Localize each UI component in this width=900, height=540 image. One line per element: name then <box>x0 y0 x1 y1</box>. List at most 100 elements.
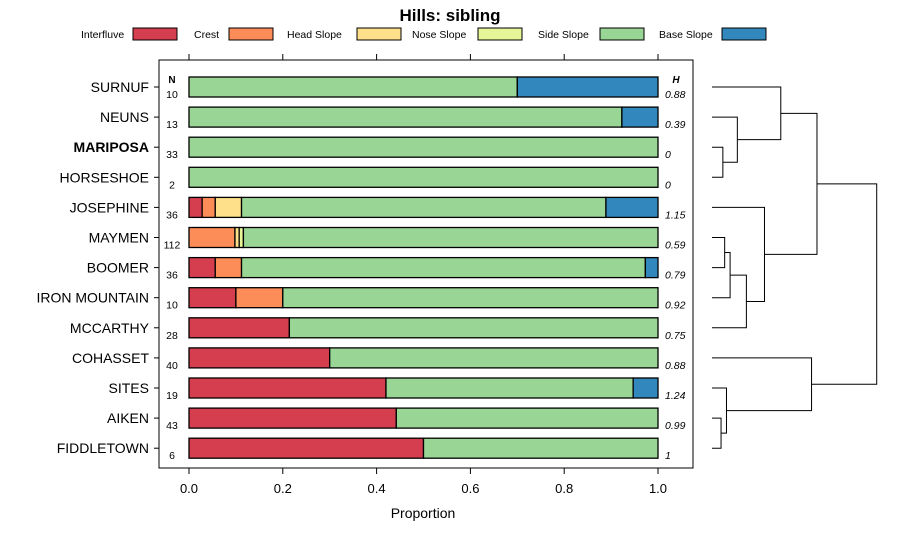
bar-josephine-crest <box>201 196 216 219</box>
dendrogram-link-7 <box>712 274 747 329</box>
bar-mccarthy-side-slope <box>288 317 659 339</box>
category-label-aiken: AIKEN <box>107 410 149 426</box>
n-value-boomer: 36 <box>166 270 178 282</box>
dendrogram-link-4 <box>712 387 727 434</box>
category-label-maymen: MAYMEN <box>89 230 149 246</box>
bar-iron-mountain-side-slope <box>282 287 659 309</box>
bar-josephine-side-slope <box>240 196 607 219</box>
bar-neuns-side-slope <box>188 106 623 128</box>
bar-surnuf-base-slope <box>516 76 659 98</box>
dendrogram-link-2 <box>712 237 726 269</box>
category-label-fiddletown: FIDDLETOWN <box>57 440 149 456</box>
n-value-mccarthy: 28 <box>166 330 178 342</box>
x-tick-label-1: 0.2 <box>274 481 292 496</box>
category-label-sites: SITES <box>109 380 149 396</box>
h-value-aiken: 0.99 <box>665 420 686 432</box>
dendrogram-link-11 <box>764 112 818 255</box>
x-tick-label-0: 0.0 <box>180 481 198 496</box>
bar-horseshoe-side-slope <box>188 166 659 188</box>
legend: Interfluve Crest Head Slope Nose Slope Side … <box>81 27 767 41</box>
dendrogram <box>712 86 878 449</box>
bar-sites-side-slope <box>385 377 634 399</box>
n-value-cohasset: 40 <box>166 360 178 372</box>
x-tick-label-2: 0.4 <box>368 481 386 496</box>
x-axis-label: Proportion <box>391 505 456 521</box>
category-label-boomer: BOOMER <box>87 260 149 276</box>
h-value-iron-mountain: 0.92 <box>665 300 686 312</box>
n-value-maymen: 112 <box>164 240 181 252</box>
chart-title: Hills: sibling <box>399 6 500 25</box>
bar-fiddletown-side-slope <box>422 437 659 459</box>
n-value-fiddletown: 6 <box>169 450 175 462</box>
dendrogram-link-8 <box>712 206 765 302</box>
n-value-surnuf: 10 <box>166 89 178 101</box>
n-value-sites: 19 <box>166 390 178 402</box>
n-value-aiken: 43 <box>166 420 178 432</box>
h-column-header: H <box>672 75 680 86</box>
category-label-cohasset: COHASSET <box>72 350 149 366</box>
bar-mccarthy-interfluve <box>188 317 291 339</box>
legend-label-side-slope: Side Slope <box>538 29 589 41</box>
bar-fiddletown-interfluve <box>188 437 425 459</box>
bar-boomer-interfluve <box>188 256 216 279</box>
h-value-neuns: 0.39 <box>665 119 686 131</box>
dendrogram-link-1 <box>712 146 724 178</box>
category-label-horseshoe: HORSESHOE <box>60 169 149 185</box>
x-tick-label-3: 0.6 <box>461 481 479 496</box>
x-tick-label-4: 0.8 <box>555 481 573 496</box>
legend-label-base-slope: Base Slope <box>659 29 713 41</box>
legend-label-crest: Crest <box>194 29 219 41</box>
h-value-fiddletown: 1 <box>665 450 671 462</box>
bar-surnuf-side-slope <box>188 76 518 98</box>
category-label-josephine: JOSEPHINE <box>70 199 149 215</box>
category-label-neuns: NEUNS <box>100 109 149 125</box>
category-label-iron-mountain: IRON MOUNTAIN <box>36 290 149 306</box>
category-label-mariposa: MARIPOSA <box>74 139 149 155</box>
bar-aiken-side-slope <box>395 407 659 429</box>
x-tick-label-5: 1.0 <box>649 481 667 496</box>
dendrogram-link-12 <box>811 183 878 385</box>
h-value-sites: 1.24 <box>665 390 686 402</box>
bar-neuns-base-slope <box>621 106 659 128</box>
h-value-josephine: 1.15 <box>665 209 686 221</box>
n-value-iron-mountain: 10 <box>166 300 178 312</box>
dendrogram-link-9 <box>712 86 782 141</box>
bar-maymen-crest <box>188 226 236 249</box>
bar-iron-mountain-interfluve <box>188 287 237 309</box>
bar-boomer-base-slope <box>644 256 659 279</box>
n-column-header: N <box>168 75 175 86</box>
bar-boomer-side-slope <box>240 256 646 279</box>
legend-swatch-crest <box>228 27 274 41</box>
bar-josephine-interfluve <box>188 196 203 219</box>
bar-maymen-side-slope <box>242 226 659 249</box>
bar-sites-interfluve <box>188 377 387 399</box>
h-value-mccarthy: 0.75 <box>665 330 686 342</box>
h-value-boomer: 0.79 <box>665 270 686 282</box>
h-value-mariposa: 0 <box>665 149 671 161</box>
legend-swatch-nose-slope <box>477 27 523 41</box>
legend-label-head-slope: Head Slope <box>287 29 342 41</box>
n-value-josephine: 36 <box>166 209 178 221</box>
legend-swatch-head-slope <box>356 27 402 41</box>
legend-swatch-side-slope <box>599 27 645 41</box>
h-value-surnuf: 0.88 <box>665 89 686 101</box>
bar-cohasset-side-slope <box>329 347 659 369</box>
bar-mariposa-side-slope <box>188 136 659 158</box>
n-value-neuns: 13 <box>166 119 178 131</box>
category-label-mccarthy: MCCARTHY <box>70 320 150 336</box>
bar-boomer-crest <box>214 256 243 279</box>
bar-josephine-base-slope <box>605 196 659 219</box>
bar-sites-base-slope <box>632 377 659 399</box>
n-value-horseshoe: 2 <box>169 179 175 191</box>
legend-swatch-interfluve <box>132 27 178 41</box>
bar-cohasset-interfluve <box>188 347 331 369</box>
category-label-surnuf: SURNUF <box>91 79 149 95</box>
bar-josephine-head-slope <box>214 196 243 219</box>
plot-frame <box>158 59 694 469</box>
dendrogram-link-6 <box>712 252 731 299</box>
dendrogram-link-5 <box>712 116 738 163</box>
h-value-cohasset: 0.88 <box>665 360 686 372</box>
legend-swatch-base-slope <box>721 27 767 41</box>
legend-label-interfluve: Interfluve <box>81 29 124 41</box>
